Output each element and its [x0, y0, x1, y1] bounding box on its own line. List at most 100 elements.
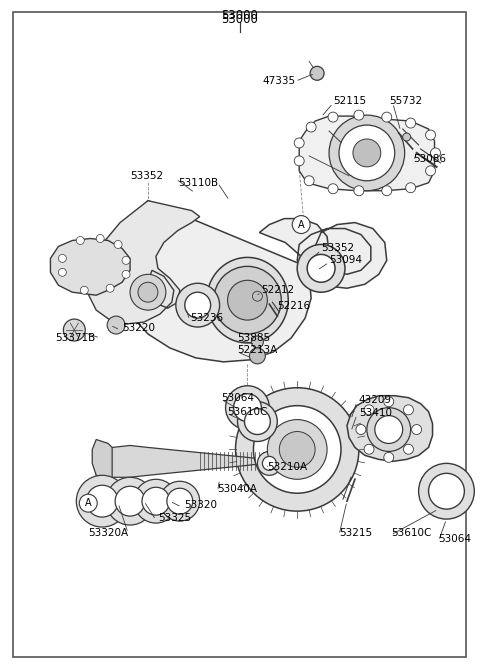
- Text: 53320A: 53320A: [88, 528, 128, 538]
- Circle shape: [384, 452, 394, 462]
- Circle shape: [160, 481, 200, 521]
- Circle shape: [252, 291, 263, 301]
- Circle shape: [257, 452, 281, 475]
- Circle shape: [339, 125, 395, 181]
- Text: 53885: 53885: [238, 333, 271, 343]
- Circle shape: [142, 487, 170, 515]
- Text: 53064: 53064: [439, 534, 471, 544]
- Circle shape: [426, 130, 435, 140]
- Polygon shape: [347, 396, 432, 462]
- Text: 53610C: 53610C: [391, 528, 431, 538]
- Text: 53110B: 53110B: [178, 178, 218, 187]
- Text: 53220: 53220: [122, 323, 155, 333]
- Text: 52212: 52212: [262, 285, 295, 295]
- Circle shape: [354, 185, 364, 196]
- Circle shape: [228, 280, 267, 320]
- Circle shape: [294, 156, 304, 166]
- Circle shape: [307, 255, 335, 282]
- Circle shape: [59, 255, 66, 262]
- Circle shape: [185, 292, 211, 318]
- Text: 53064: 53064: [222, 392, 254, 403]
- Text: 53352: 53352: [321, 243, 354, 253]
- Text: 52213A: 52213A: [238, 345, 278, 355]
- Circle shape: [244, 409, 270, 435]
- Circle shape: [431, 148, 441, 158]
- Circle shape: [115, 487, 145, 516]
- Polygon shape: [92, 439, 112, 479]
- Text: 53094: 53094: [329, 255, 362, 265]
- Circle shape: [106, 477, 154, 525]
- Text: 52115: 52115: [333, 96, 366, 106]
- Circle shape: [86, 485, 118, 517]
- Text: 43209: 43209: [359, 394, 392, 405]
- Text: 53371B: 53371B: [55, 333, 96, 343]
- Circle shape: [236, 388, 359, 511]
- Circle shape: [412, 425, 421, 435]
- Text: A: A: [298, 220, 304, 230]
- Text: 53215: 53215: [339, 528, 372, 538]
- Circle shape: [279, 431, 315, 467]
- Circle shape: [354, 110, 364, 120]
- Circle shape: [310, 67, 324, 80]
- Circle shape: [96, 235, 104, 243]
- Circle shape: [253, 406, 341, 493]
- Circle shape: [114, 241, 122, 249]
- Circle shape: [304, 176, 314, 185]
- Text: 53040A: 53040A: [217, 485, 258, 494]
- Text: 53000: 53000: [221, 13, 258, 26]
- Text: 47335: 47335: [262, 77, 295, 86]
- Text: 53410: 53410: [359, 408, 392, 417]
- Text: 53000: 53000: [221, 9, 258, 22]
- Circle shape: [329, 115, 405, 191]
- Text: 55732: 55732: [389, 96, 422, 106]
- Circle shape: [353, 139, 381, 167]
- Circle shape: [252, 336, 264, 348]
- Text: 53086: 53086: [414, 154, 446, 164]
- Polygon shape: [299, 116, 434, 191]
- Polygon shape: [88, 201, 200, 324]
- Circle shape: [76, 475, 128, 527]
- Circle shape: [404, 405, 413, 415]
- Circle shape: [63, 319, 85, 341]
- Circle shape: [106, 284, 114, 292]
- Text: 53320: 53320: [184, 500, 217, 510]
- Polygon shape: [96, 446, 264, 477]
- Circle shape: [250, 348, 265, 364]
- Circle shape: [59, 268, 66, 276]
- Polygon shape: [118, 201, 387, 362]
- Circle shape: [292, 216, 310, 233]
- Text: 53325: 53325: [158, 513, 191, 523]
- Circle shape: [367, 408, 411, 452]
- Circle shape: [138, 282, 158, 302]
- Circle shape: [382, 112, 392, 122]
- Circle shape: [364, 405, 374, 415]
- Circle shape: [403, 133, 411, 141]
- Circle shape: [234, 394, 262, 421]
- Circle shape: [406, 118, 416, 128]
- Circle shape: [176, 284, 219, 327]
- Circle shape: [134, 479, 178, 523]
- Circle shape: [267, 419, 327, 479]
- Circle shape: [328, 183, 338, 194]
- Circle shape: [76, 237, 84, 245]
- Polygon shape: [50, 239, 130, 295]
- Text: 53236: 53236: [190, 313, 223, 323]
- Circle shape: [80, 286, 88, 294]
- Text: 53610C: 53610C: [228, 407, 268, 417]
- Circle shape: [419, 464, 474, 519]
- Circle shape: [306, 122, 316, 132]
- Circle shape: [297, 245, 345, 292]
- Circle shape: [79, 494, 97, 512]
- Text: 53352: 53352: [130, 171, 163, 181]
- Circle shape: [426, 166, 435, 176]
- Text: 52216: 52216: [277, 301, 311, 311]
- Circle shape: [107, 316, 125, 334]
- Circle shape: [238, 402, 277, 442]
- Circle shape: [214, 266, 281, 334]
- Circle shape: [130, 274, 166, 310]
- Circle shape: [294, 138, 304, 148]
- Circle shape: [364, 444, 374, 454]
- Circle shape: [375, 415, 403, 444]
- Text: 53210A: 53210A: [267, 462, 308, 472]
- Circle shape: [263, 456, 276, 470]
